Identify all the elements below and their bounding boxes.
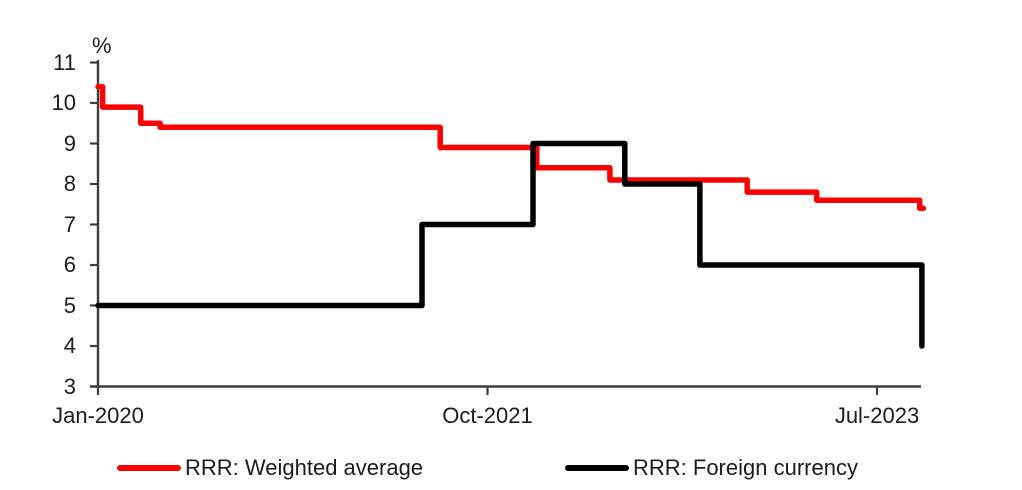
y-tick-label: 7 <box>63 211 76 237</box>
foreign-currency-line-swatch <box>565 465 629 471</box>
y-axis-unit-label: % <box>92 33 112 58</box>
legend-label-foreign-currency: RRR: Foreign currency <box>633 455 858 480</box>
y-tick-label: 11 <box>53 49 76 75</box>
weighted-average-line-swatch <box>117 465 181 471</box>
y-tick-label: 8 <box>63 171 76 196</box>
y-tick-label: 9 <box>63 130 76 156</box>
rrr-weighted-average-line <box>95 84 927 212</box>
x-tick-label: Oct-2021 <box>442 403 533 428</box>
y-tick-label: 5 <box>63 292 76 318</box>
legend-label-weighted-average: RRR: Weighted average <box>185 455 424 480</box>
rrr-foreign-currency-line <box>95 140 925 349</box>
x-tick-label: Jul-2023 <box>834 403 920 428</box>
y-tick-label: 4 <box>63 333 76 358</box>
y-tick-label: 6 <box>63 252 76 277</box>
y-tick-label: 10 <box>51 90 76 115</box>
legend-item-foreign-currency: RRR: Foreign currency <box>565 454 858 482</box>
legend-item-weighted-average: RRR: Weighted average <box>117 454 423 482</box>
x-tick-label: Jan-2020 <box>52 403 144 428</box>
y-tick-label: 3 <box>63 373 76 399</box>
